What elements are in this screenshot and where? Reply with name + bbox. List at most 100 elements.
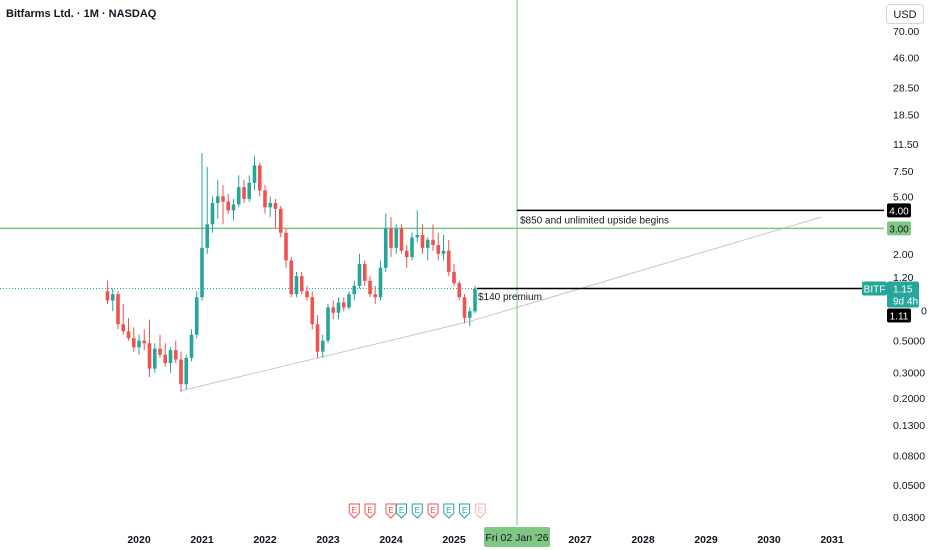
candle xyxy=(189,329,194,362)
candle-body xyxy=(152,348,157,369)
candle xyxy=(147,319,152,378)
candle xyxy=(278,205,283,238)
x-tick-label: 2028 xyxy=(631,534,655,546)
candle xyxy=(352,280,357,301)
earnings-icon: E xyxy=(459,503,470,519)
candle xyxy=(263,184,267,214)
candle-body xyxy=(242,187,246,199)
candle-body xyxy=(305,291,309,298)
trendline-layer xyxy=(180,216,822,392)
candle-body xyxy=(110,294,115,301)
candle xyxy=(410,232,414,261)
earnings-letter: E xyxy=(352,506,357,515)
x-tick-label: 2020 xyxy=(127,534,151,546)
y-tick-label: 11.50 xyxy=(893,139,919,151)
candle xyxy=(373,285,378,304)
candle-body xyxy=(341,302,346,308)
candle xyxy=(378,260,383,301)
candle xyxy=(226,193,231,214)
earnings-letter: E xyxy=(399,506,404,515)
candle xyxy=(315,315,320,358)
candle-body xyxy=(331,307,336,313)
candle xyxy=(357,253,362,289)
candle xyxy=(368,276,372,298)
candle xyxy=(341,297,346,312)
candle-body xyxy=(189,334,194,358)
earnings-badge xyxy=(396,503,407,519)
candle xyxy=(441,235,446,261)
candle-body xyxy=(415,235,420,238)
candle-body xyxy=(215,196,220,203)
candle xyxy=(252,156,257,191)
x-tick-label: 2029 xyxy=(694,534,718,546)
candle-body xyxy=(158,348,162,355)
earnings-icon: E xyxy=(411,503,423,519)
x-axis: 2020 2021 2022 2023 2024 2025 2027 2028 2029 2030… xyxy=(127,527,844,547)
candle xyxy=(137,334,141,355)
candle-body xyxy=(179,359,183,385)
candle-body xyxy=(105,291,110,301)
earnings-badge xyxy=(427,503,439,519)
candle xyxy=(242,179,246,203)
earnings-letter: E xyxy=(462,506,467,515)
earnings-badge xyxy=(364,503,376,519)
last-price-tag-bg xyxy=(887,281,919,308)
candle xyxy=(362,260,367,286)
candle xyxy=(452,263,456,286)
candle-body xyxy=(431,239,435,246)
candle-body xyxy=(116,294,120,325)
candle xyxy=(336,297,341,320)
candle xyxy=(404,245,409,268)
earnings-icon: E xyxy=(396,503,407,519)
candle-body xyxy=(462,297,467,318)
candle-body xyxy=(247,182,252,199)
candle xyxy=(268,196,273,217)
candle-body xyxy=(252,165,257,183)
candle xyxy=(247,175,252,202)
candle xyxy=(173,340,178,364)
candle-body xyxy=(383,228,388,268)
candle xyxy=(210,196,215,233)
candle-body xyxy=(310,297,315,325)
candle xyxy=(436,232,441,261)
y-axis: 70.00 46.00 28.50 18.50 11.50 7.50 5.00 2.00 1.2… xyxy=(893,26,925,524)
candle xyxy=(310,291,315,330)
candle-body xyxy=(394,228,399,248)
candle-body xyxy=(163,354,168,364)
y-tick-label: 7.50 xyxy=(893,166,914,178)
x-tick-label: 2031 xyxy=(820,534,844,546)
candle-body xyxy=(326,307,330,341)
x-tick-label: 2023 xyxy=(316,534,340,546)
candle-body xyxy=(373,294,378,298)
x-tick-label: 2024 xyxy=(379,534,403,546)
x-tick-label: 2027 xyxy=(568,534,592,546)
candle xyxy=(152,343,157,373)
candle-body xyxy=(273,202,278,209)
candle xyxy=(389,216,393,258)
candle-body xyxy=(231,204,236,211)
candle-body xyxy=(236,187,241,205)
candle xyxy=(236,175,241,208)
candle xyxy=(420,224,425,254)
tag-3-bg xyxy=(887,221,911,236)
candle-body xyxy=(473,288,477,312)
currency-button[interactable]: USD xyxy=(886,4,924,24)
annotation-text: $140 premium xyxy=(478,292,542,303)
candle-body xyxy=(362,263,367,281)
candle xyxy=(347,291,351,310)
horizontal-lines xyxy=(0,0,884,525)
candle-body xyxy=(121,324,126,332)
candle xyxy=(179,351,183,393)
y-tick-label: 28.50 xyxy=(893,82,919,94)
candle-body xyxy=(221,196,225,202)
symbol-tag-bg xyxy=(862,281,887,296)
candle xyxy=(121,303,126,335)
y-tick-label: 70.00 xyxy=(893,26,919,38)
candle xyxy=(116,291,120,330)
earnings-icon: E xyxy=(385,503,397,519)
candles xyxy=(105,152,477,393)
candle xyxy=(467,307,472,327)
candle-body xyxy=(168,350,173,364)
